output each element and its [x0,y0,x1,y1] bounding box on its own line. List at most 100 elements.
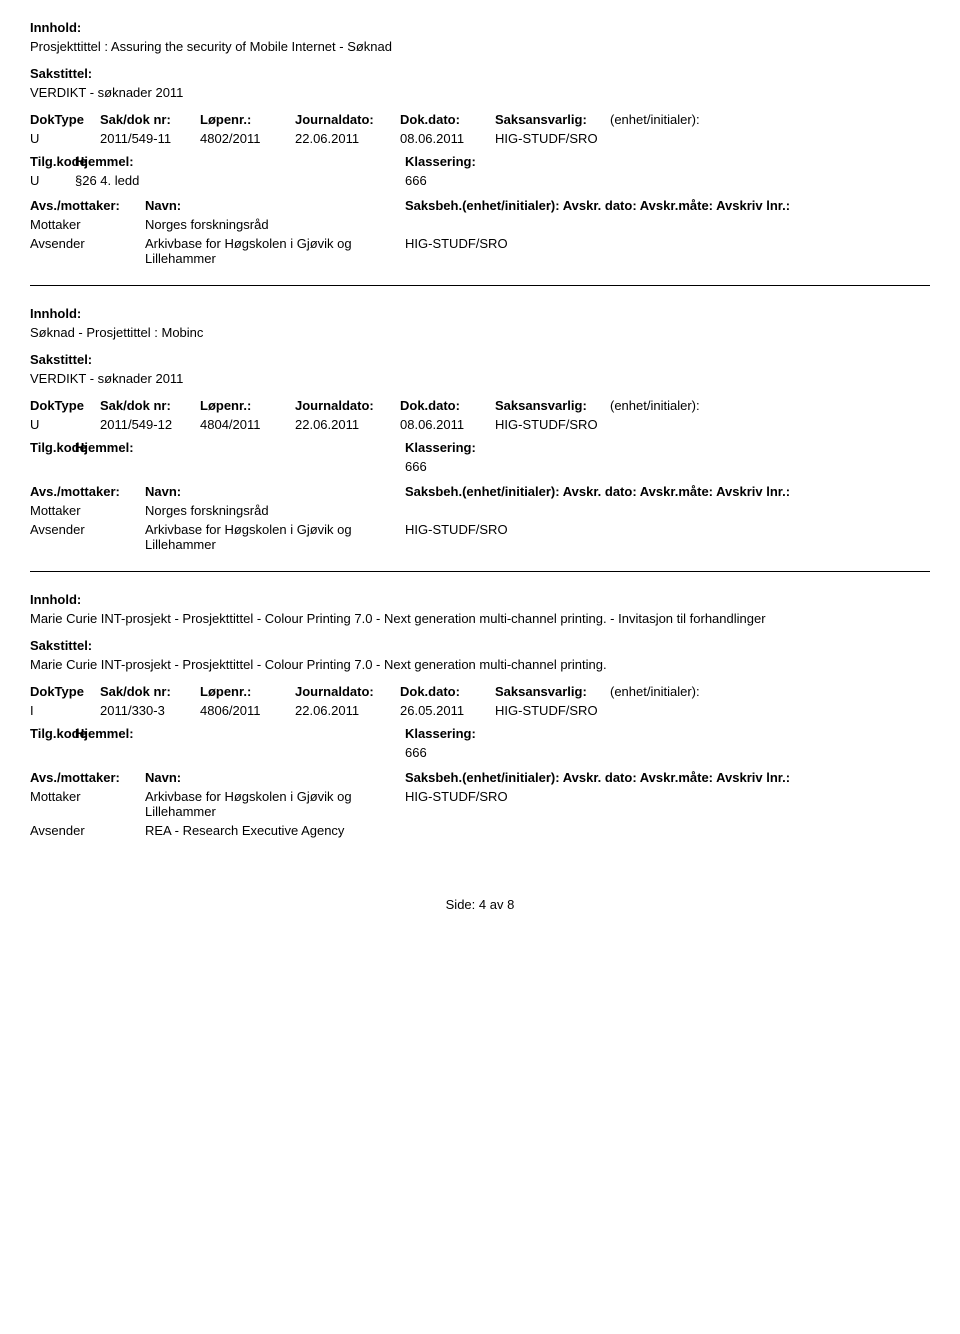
sakstittel-label: Sakstittel: [30,638,930,653]
sakdok-value: 2011/549-12 [100,417,200,432]
innhold-text: Prosjekttittel : Assuring the security o… [30,39,930,54]
klassering-value: 666 [405,745,427,760]
journal-record: Innhold: Prosjekttittel : Assuring the s… [30,0,930,285]
tilgkode-value [30,459,75,474]
hjemmel-label: Hjemmel: [75,154,405,169]
party-role: Avsender [30,522,145,537]
saksansvarlig-value: HIG-STUDF/SRO [495,131,610,146]
navn-label: Navn: [145,770,405,785]
dokdato-label: Dok.dato: [400,112,495,127]
klassering-label: Klassering: [405,440,476,455]
party-name: Norges forskningsråd [145,217,405,232]
party-role: Avsender [30,236,145,251]
sakstittel-text: VERDIKT - søknader 2011 [30,85,930,100]
saksansvarlig-label: Saksansvarlig: [495,398,610,413]
lopenr-label: Løpenr.: [200,684,295,699]
saksansvarlig-value: HIG-STUDF/SRO [495,703,610,718]
party-role: Mottaker [30,503,145,518]
hjemmel-label: Hjemmel: [75,726,405,741]
journaldato-label: Journaldato: [295,684,400,699]
doktype-label: DokType [30,684,100,699]
footer-prefix: Side: [446,897,476,912]
dokdato-value: 08.06.2011 [400,131,495,146]
party-row: Avsender REA - Research Executive Agency [30,823,930,838]
doktype-value: I [30,703,100,718]
hjemmel-value [75,745,405,760]
sakstittel-label: Sakstittel: [30,352,930,367]
innhold-text: Søknad - Prosjettittel : Mobinc [30,325,930,340]
sakdok-value: 2011/330-3 [100,703,200,718]
avs-mottaker-label: Avs./mottaker: [30,770,145,785]
klassering-value: 666 [405,173,427,188]
sakstittel-text: Marie Curie INT-prosjekt - Prosjekttitte… [30,657,930,672]
journaldato-value: 22.06.2011 [295,417,400,432]
lopenr-value: 4804/2011 [200,417,295,432]
party-code: HIG-STUDF/SRO [405,789,508,804]
lopenr-label: Løpenr.: [200,112,295,127]
party-role: Avsender [30,823,145,838]
parties-header: Avs./mottaker: Navn: Saksbeh.(enhet/init… [30,198,930,213]
tilgkode-label: Tilg.kode [30,440,75,455]
sakdok-label: Sak/dok nr: [100,398,200,413]
tilgkode-value: U [30,173,75,188]
hjemmel-value [75,459,405,474]
innhold-label: Innhold: [30,592,930,607]
party-code: HIG-STUDF/SRO [405,522,508,537]
party-row: Mottaker Norges forskningsråd [30,503,930,518]
columns-header: DokType Sak/dok nr: Løpenr.: Journaldato… [30,684,930,699]
party-row: Mottaker Arkivbase for Høgskolen i Gjøvi… [30,789,930,819]
page-footer: Side: 4 av 8 [30,857,930,932]
avs-mottaker-label: Avs./mottaker: [30,484,145,499]
dokdato-value: 08.06.2011 [400,417,495,432]
klassering-label: Klassering: [405,726,476,741]
innhold-label: Innhold: [30,20,930,35]
journaldato-value: 22.06.2011 [295,131,400,146]
klassering-label: Klassering: [405,154,476,169]
tilgkode-label: Tilg.kode [30,154,75,169]
doktype-value: U [30,417,100,432]
doktype-label: DokType [30,398,100,413]
parties-header: Avs./mottaker: Navn: Saksbeh.(enhet/init… [30,484,930,499]
klassering-block: Tilg.kode Hjemmel: Klassering: U §26 4. … [30,154,930,188]
enhet-label: (enhet/initialer): [610,684,740,699]
saksansvarlig-label: Saksansvarlig: [495,112,610,127]
klassering-block: Tilg.kode Hjemmel: Klassering: 666 [30,726,930,760]
party-name: Arkivbase for Høgskolen i Gjøvik og Lill… [145,789,405,819]
innhold-text: Marie Curie INT-prosjekt - Prosjekttitte… [30,611,930,626]
columns-values: I 2011/330-3 4806/2011 22.06.2011 26.05.… [30,703,930,718]
navn-label: Navn: [145,484,405,499]
journal-record: Innhold: Søknad - Prosjettittel : Mobinc… [30,285,930,571]
saksansvarlig-value: HIG-STUDF/SRO [495,417,610,432]
lopenr-value: 4802/2011 [200,131,295,146]
dokdato-label: Dok.dato: [400,398,495,413]
footer-sep: av [490,897,504,912]
parties-header: Avs./mottaker: Navn: Saksbeh.(enhet/init… [30,770,930,785]
doktype-label: DokType [30,112,100,127]
party-row: Avsender Arkivbase for Høgskolen i Gjøvi… [30,236,930,266]
navn-label: Navn: [145,198,405,213]
klassering-block: Tilg.kode Hjemmel: Klassering: 666 [30,440,930,474]
party-name: Arkivbase for Høgskolen i Gjøvik og Lill… [145,236,405,266]
sakstittel-label: Sakstittel: [30,66,930,81]
party-row: Avsender Arkivbase for Høgskolen i Gjøvi… [30,522,930,552]
enhet-label: (enhet/initialer): [610,112,740,127]
doktype-value: U [30,131,100,146]
journaldato-value: 22.06.2011 [295,703,400,718]
party-name: REA - Research Executive Agency [145,823,405,838]
innhold-label: Innhold: [30,306,930,321]
saksbeh-line: Saksbeh.(enhet/initialer): Avskr. dato: … [405,770,790,785]
columns-header: DokType Sak/dok nr: Løpenr.: Journaldato… [30,398,930,413]
lopenr-label: Løpenr.: [200,398,295,413]
saksbeh-line: Saksbeh.(enhet/initialer): Avskr. dato: … [405,484,790,499]
tilgkode-value [30,745,75,760]
party-code: HIG-STUDF/SRO [405,236,508,251]
saksansvarlig-label: Saksansvarlig: [495,684,610,699]
klassering-value: 666 [405,459,427,474]
journaldato-label: Journaldato: [295,398,400,413]
columns-header: DokType Sak/dok nr: Løpenr.: Journaldato… [30,112,930,127]
columns-values: U 2011/549-12 4804/2011 22.06.2011 08.06… [30,417,930,432]
journaldato-label: Journaldato: [295,112,400,127]
sakdok-value: 2011/549-11 [100,131,200,146]
footer-total: 8 [507,897,514,912]
footer-current: 4 [479,897,486,912]
